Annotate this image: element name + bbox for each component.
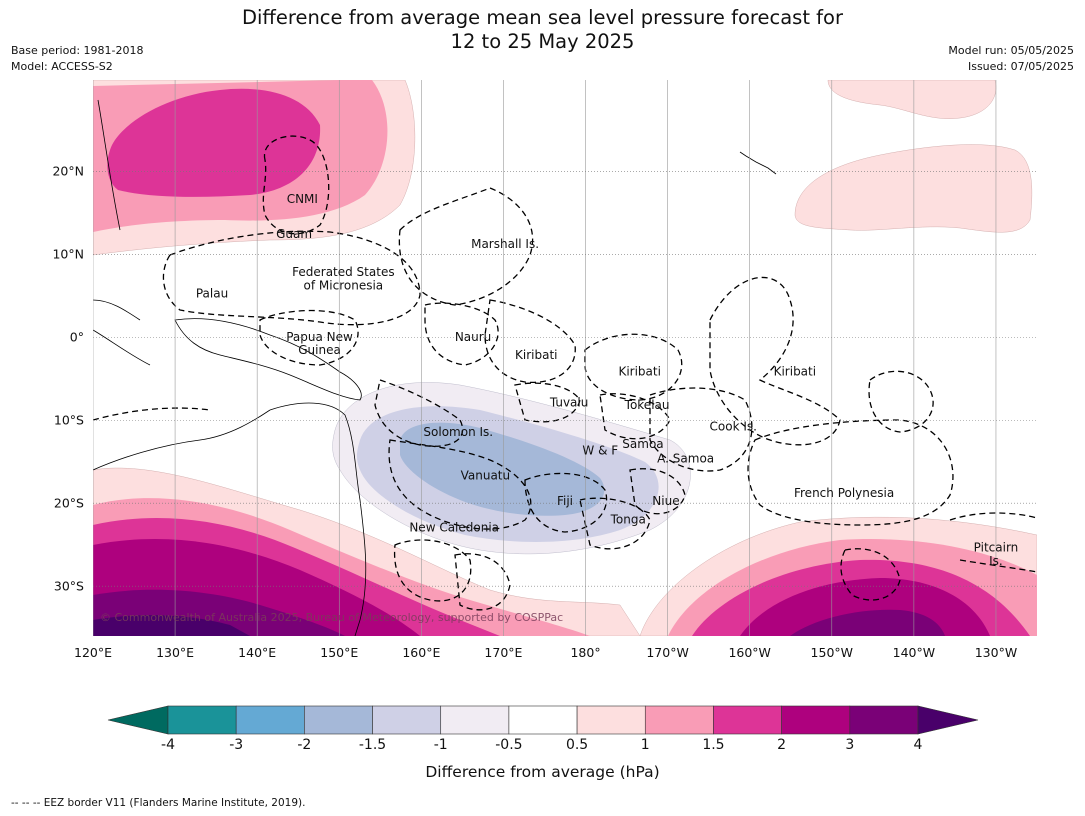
colorbar-tick-label: 0.5 (565, 737, 589, 753)
title-line-1: Difference from average mean sea level p… (242, 6, 843, 29)
longitude-tick-label: 150°E (320, 645, 359, 660)
colorbar-box (235, 705, 305, 735)
anomaly-southern-east (639, 516, 1037, 636)
region-label: Vanuatu (461, 468, 511, 482)
coastlines (93, 99, 777, 636)
model-run-text: Model run: 05/05/2025 (948, 44, 1074, 57)
colorbar-tick-label: -4 (161, 737, 175, 753)
longitude-tick-label: 170°W (646, 645, 689, 660)
attribution-text: © Commonwealth of Australia 2025, Bureau… (100, 611, 563, 624)
longitude-tick-label: 160°W (728, 645, 771, 660)
eez-footnote: -- -- -- EEZ border V11 (Flanders Marine… (11, 797, 306, 809)
region-label: Tonga (610, 512, 646, 526)
issued-text: Issued: 07/05/2025 (967, 60, 1074, 73)
meta-left: Base period: 1981-2018 Model: ACCESS-S2 (11, 43, 143, 75)
model-text: Model: ACCESS-S2 (11, 60, 113, 73)
colorbar-box (440, 705, 510, 735)
graticule (93, 80, 1037, 636)
colorbar-tick-label: -2 (297, 737, 312, 753)
colorbar-box (372, 705, 442, 735)
colorbar-box (508, 705, 578, 735)
colorbar-box (713, 705, 782, 735)
region-label: Guinea (298, 343, 341, 357)
colorbar-tick-label: -1 (433, 737, 448, 753)
base-period-text: Base period: 1981-2018 (11, 44, 144, 57)
region-label: Marshall Is. (471, 237, 539, 251)
region-label: Is. (989, 554, 1003, 568)
region-label: Guam (276, 227, 312, 241)
colorbar-box (167, 705, 237, 735)
longitude-tick-label: 130°E (156, 645, 195, 660)
longitude-tick-label: 140°E (238, 645, 277, 660)
latitude-tick-label: 30°S (53, 578, 84, 594)
region-label: Samoa (622, 437, 663, 451)
region-label: CNMI (287, 192, 318, 206)
latitude-tick-label: 20°N (52, 163, 84, 179)
region-label: W & F (582, 443, 618, 457)
region-label: Kiribati (618, 365, 660, 379)
latitude-tick-label: 20°S (53, 495, 84, 511)
anomaly-nw-pacific (93, 80, 416, 256)
colorbar-tick-label: 3 (845, 737, 855, 753)
colorbar-extend-low (107, 705, 169, 735)
chart-title: Difference from average mean sea level p… (0, 6, 1085, 54)
longitude-tick-label: 180° (570, 645, 601, 660)
colorbar-extend-high (917, 705, 979, 735)
region-label: Solomon Is. (423, 425, 493, 439)
longitude-tick-label: 160°E (402, 645, 441, 660)
colorbar-box (849, 705, 919, 735)
colorbar-label: Difference from average (hPa) (425, 763, 660, 781)
colorbar-tick-label: 2 (777, 737, 787, 753)
region-label: French Polynesia (794, 486, 894, 500)
region-label: Tuvalu (549, 395, 589, 409)
colorbar-tick-label: 1 (640, 737, 650, 753)
colorbar-box (781, 705, 851, 735)
colorbar-tick-label: -3 (229, 737, 244, 753)
region-label: Cook Is. (710, 419, 757, 433)
region-label: Kiribati (774, 365, 816, 379)
longitude-tick-label: 150°W (810, 645, 854, 660)
eez-borders (93, 135, 1037, 611)
region-label: Niue (652, 494, 679, 508)
latitude-tick-label: 10°N (52, 246, 84, 262)
anomaly-ne-pacific (794, 80, 1033, 233)
region-label: Nauru (455, 330, 491, 344)
region-label: Palau (196, 287, 228, 301)
latitude-tick-label: 0° (69, 329, 84, 345)
region-label: Tokelau (624, 398, 670, 412)
meta-right: Model run: 05/05/2025 Issued: 07/05/2025 (948, 43, 1074, 75)
longitude-tick-label: 120°E (73, 645, 113, 660)
longitude-tick-label: 170°E (484, 645, 523, 660)
longitude-tick-label: 140°W (892, 645, 936, 660)
colorbar-box (576, 705, 646, 735)
region-label: A. Samoa (657, 452, 714, 466)
region-label: Federated States (292, 265, 394, 279)
colorbar-tick-label: 4 (913, 737, 923, 753)
colorbar-box (304, 705, 373, 735)
longitude-tick-label: 130°W (974, 645, 1018, 660)
region-label: Fiji (557, 494, 573, 508)
colorbar-tick-label: 1.5 (702, 737, 725, 753)
region-label: Kiribati (515, 348, 557, 362)
colorbar-tick-label: -1.5 (358, 737, 387, 753)
region-label: New Caledonia (409, 521, 499, 535)
latitude-tick-label: 10°S (53, 412, 84, 428)
colorbar-box (644, 705, 714, 735)
colorbar-tick-label: -0.5 (495, 737, 523, 753)
region-label: of Micronesia (304, 278, 384, 292)
region-label: Pitcairn (974, 541, 1019, 555)
title-line-2: 12 to 25 May 2025 (450, 30, 635, 53)
region-label: Papua New (286, 330, 353, 344)
